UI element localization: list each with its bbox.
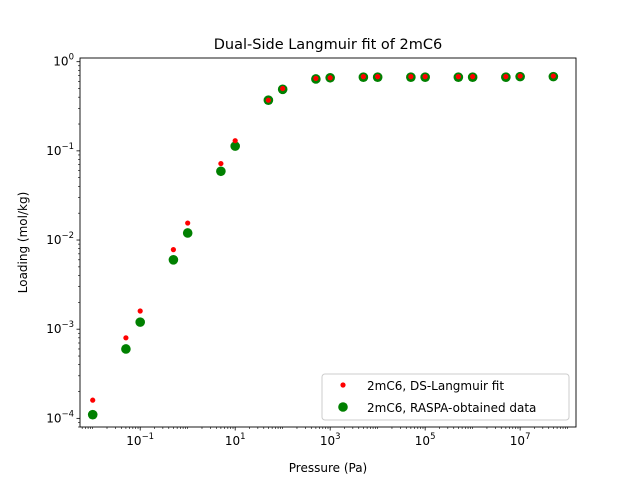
fit-point [90,397,96,403]
fit-point [550,73,556,79]
data-point [182,228,193,238]
y-tick-label: 10−4 [46,409,74,425]
legend: 2mC6, DS-Langmuir fit 2mC6, RASPA-obtain… [321,373,570,421]
x-tick-label: 107 [510,432,531,448]
fit-point [422,74,428,80]
x-tick-label: 101 [225,432,246,448]
fit-point [517,73,523,79]
y-tick-label: 10−1 [46,142,74,158]
legend-marker-data [338,402,348,412]
x-axis-label: Pressure (Pa) [289,461,367,475]
fit-point [313,75,319,81]
fit-point [503,74,509,80]
fit-point [123,335,129,341]
y-axis-label: Loading (mol/kg) [16,192,30,294]
fit-point [280,85,286,92]
fit-point [265,97,271,103]
x-tick-label: 10−1 [126,432,154,448]
fit-point [470,74,476,80]
data-point [216,166,226,177]
fit-point [375,74,381,80]
data-series [87,71,559,420]
fit-point [137,308,143,314]
data-point [121,344,131,354]
fit-point [232,138,238,144]
x-axis-ticks: 10−1 101 103 105 107 [81,427,568,448]
y-tick-label: 10−2 [46,231,74,247]
data-point [168,255,179,265]
legend-marker-fit [340,382,346,388]
data-point [230,141,240,151]
legend-box [321,373,570,421]
data-point [87,409,98,420]
legend-label-fit: 2mC6, DS-Langmuir fit [367,379,504,393]
x-tick-label: 105 [415,432,436,448]
y-axis-ticks: 10−4 10−3 10−2 10−1 100 [46,53,80,428]
y-tick-label: 100 [53,53,74,69]
fit-point [455,74,461,80]
fit-point [185,220,191,226]
fit-point [360,74,366,80]
fit-point [327,75,333,81]
x-tick-label: 103 [320,432,341,448]
data-point [135,317,145,327]
chart-title: Dual-Side Langmuir fit of 2mC6 [214,37,442,53]
fit-point [170,247,176,253]
fit-point [408,74,414,80]
y-tick-label: 10−3 [46,320,74,336]
fit-point [218,160,224,167]
legend-label-data: 2mC6, RASPA-obtained data [367,401,536,415]
